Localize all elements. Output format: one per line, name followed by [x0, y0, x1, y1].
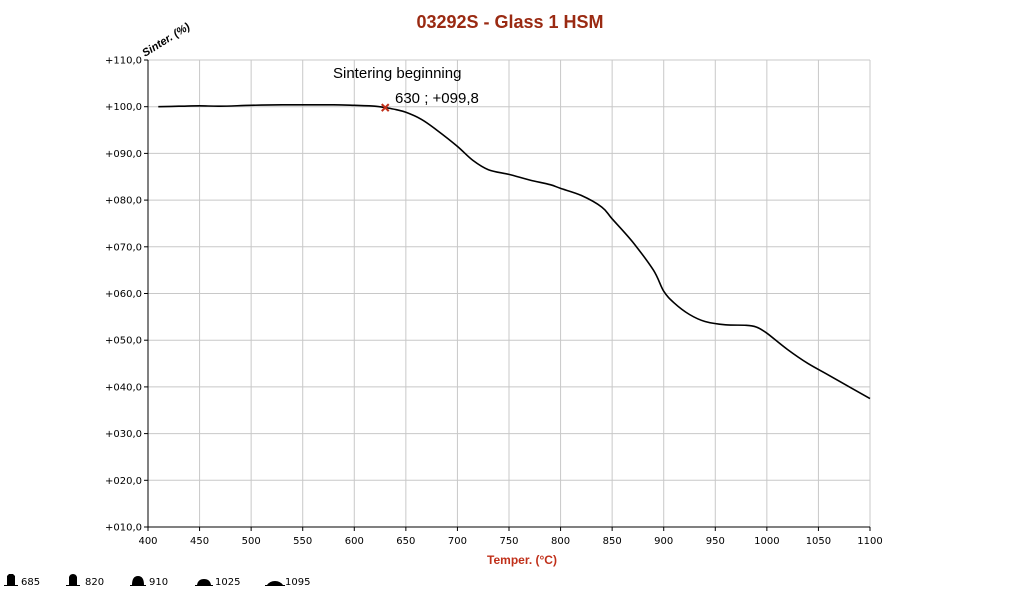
annotation-value: 630 ; +099,8	[395, 90, 479, 107]
annotation-marker	[381, 103, 390, 112]
y-tick-label: +060,0	[105, 289, 142, 300]
x-tick-label: 900	[654, 536, 673, 547]
legend-label: 1025	[215, 577, 240, 588]
specimen-shape-icon	[130, 576, 146, 586]
series	[158, 103, 871, 400]
x-tick-label: 850	[603, 536, 622, 547]
x-tick-label: 500	[242, 536, 261, 547]
legend: 685 820 910 1025 1095	[4, 574, 310, 588]
x-tick-label: 1000	[754, 536, 779, 547]
legend-item: 1095	[265, 577, 310, 588]
x-tick-label: 800	[551, 536, 570, 547]
y-tick-label: +030,0	[105, 429, 142, 440]
legend-item: 685	[4, 574, 40, 588]
y-axis-title: Sinter. (%)	[140, 21, 192, 60]
grid	[148, 59, 871, 527]
x-tick-label: 1100	[857, 536, 882, 547]
y-axis-ticks: +010,0 +020,0 +030,0 +040,0 +050,0 +060,0 +070…	[105, 56, 148, 534]
annotation: Sintering beginning 630 ; +099,8	[333, 65, 479, 112]
legend-label: 820	[85, 577, 104, 588]
y-tick-label: +090,0	[105, 149, 142, 160]
specimen-shape-icon	[195, 579, 213, 586]
x-tick-label: 600	[345, 536, 364, 547]
x-tick-label: 750	[499, 536, 518, 547]
legend-label: 1095	[285, 577, 310, 588]
x-tick-label: 450	[190, 536, 209, 547]
x-tick-label: 650	[396, 536, 415, 547]
legend-item: 910	[130, 576, 168, 588]
y-tick-label: +110,0	[105, 56, 142, 67]
y-tick-label: +100,0	[105, 102, 142, 113]
chart-title: 03292S - Glass 1 HSM	[416, 12, 603, 32]
x-tick-label: 550	[293, 536, 312, 547]
y-tick-label: +080,0	[105, 196, 142, 207]
x-axis-title: Temper. (°C)	[487, 553, 557, 567]
y-tick-label: +010,0	[105, 523, 142, 534]
legend-label: 910	[149, 577, 168, 588]
x-tick-label: 1050	[806, 536, 831, 547]
specimen-shape-icon	[4, 574, 18, 586]
legend-item: 1025	[195, 577, 240, 588]
legend-label: 685	[21, 577, 40, 588]
x-axis-ticks: 400 450 500 550 600 650 700 750 800 850 900 950 1000…	[138, 527, 883, 547]
annotation-label: Sintering beginning	[333, 65, 461, 82]
y-tick-label: +050,0	[105, 336, 142, 347]
specimen-shape-icon	[66, 574, 80, 586]
x-tick-label: 950	[706, 536, 725, 547]
y-tick-label: +020,0	[105, 476, 142, 487]
y-tick-label: +040,0	[105, 382, 142, 393]
x-tick-label: 400	[138, 536, 157, 547]
specimen-shape-icon	[265, 581, 285, 586]
legend-item: 820	[66, 574, 104, 588]
y-tick-label: +070,0	[105, 242, 142, 253]
series-line	[158, 103, 871, 400]
x-tick-label: 700	[448, 536, 467, 547]
